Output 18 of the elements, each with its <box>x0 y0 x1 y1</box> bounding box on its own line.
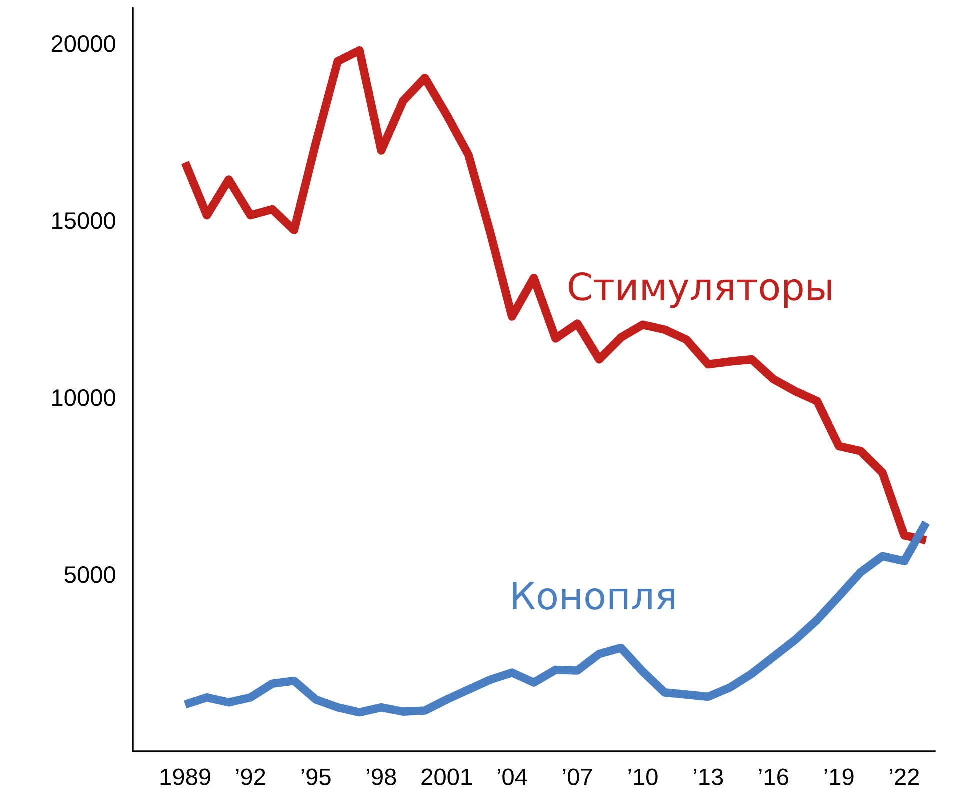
series-label: Стимуляторы <box>569 272 832 308</box>
y-tick-label: 20000 <box>52 36 116 52</box>
x-tick-label: ’92 <box>236 768 266 786</box>
x-tick-label: ’95 <box>302 768 331 786</box>
x-tick-label: ’04 <box>498 768 528 786</box>
series-label: Конопля <box>513 582 674 610</box>
x-tick-label: ’22 <box>890 768 920 786</box>
x-tick-label: 2001 <box>422 768 472 786</box>
x-tick-label: ’19 <box>824 768 854 786</box>
y-tick-label: 10000 <box>52 390 116 406</box>
x-tick-label: ’07 <box>563 768 592 786</box>
y-tick-label: 5000 <box>64 566 116 584</box>
x-tick-label: ’98 <box>367 768 396 786</box>
x-tick-label: ’10 <box>628 768 658 786</box>
x-tick-label: ’16 <box>759 768 788 786</box>
y-tick-label: 15000 <box>52 212 116 230</box>
x-tick-label: 1989 <box>160 768 210 786</box>
x-tick-label: ’13 <box>694 768 724 786</box>
